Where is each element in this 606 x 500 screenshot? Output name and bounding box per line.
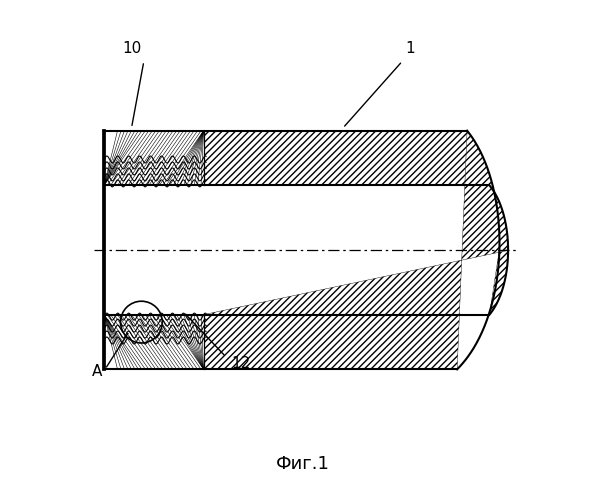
- Text: Фиг.1: Фиг.1: [276, 455, 330, 473]
- Text: 12: 12: [231, 356, 250, 371]
- Polygon shape: [204, 130, 508, 250]
- Polygon shape: [204, 130, 508, 370]
- Text: 10: 10: [122, 41, 141, 56]
- Text: 1: 1: [405, 41, 415, 56]
- Polygon shape: [104, 314, 204, 370]
- Text: A: A: [92, 364, 102, 380]
- Polygon shape: [104, 130, 204, 186]
